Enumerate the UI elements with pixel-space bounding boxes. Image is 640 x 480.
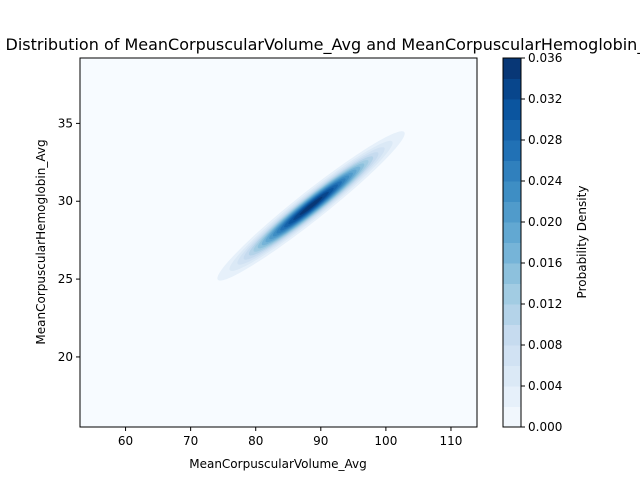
colorbar-frame xyxy=(502,57,522,428)
colorbar-band xyxy=(503,58,521,79)
colorbar-tick-label: 0.020 xyxy=(528,215,562,229)
colorbar-band xyxy=(503,78,521,100)
plot-area xyxy=(80,58,477,427)
x-axis: 60 70 80 90 100 110 xyxy=(118,427,463,448)
chart-title: Joint Distribution of MeanCorpuscularVol… xyxy=(0,35,640,55)
colorbar-tick-label: 0.000 xyxy=(528,420,562,434)
y-tick-label: 20 xyxy=(58,350,73,364)
colorbar-band xyxy=(503,324,521,346)
colorbar-band xyxy=(503,304,521,325)
colorbar-band xyxy=(503,99,521,120)
colorbar-tick-label: 0.012 xyxy=(528,297,562,311)
colorbar-band xyxy=(503,242,521,264)
y-tick-label: 25 xyxy=(58,272,73,286)
colorbar-band xyxy=(503,386,521,407)
colorbar-band xyxy=(503,222,521,243)
colorbar-band xyxy=(503,119,521,141)
x-axis-label: MeanCorpuscularVolume_Avg xyxy=(189,457,367,471)
density-contours xyxy=(217,131,405,281)
x-tick-label: 90 xyxy=(313,434,328,448)
colorbar-band xyxy=(503,345,521,366)
y-axis-label: MeanCorpuscularHemoglobin_Avg xyxy=(34,139,48,344)
colorbar-band xyxy=(503,406,521,428)
colorbar-tick-label: 0.028 xyxy=(528,133,562,147)
colorbar-tick-label: 0.004 xyxy=(528,379,562,393)
contour-band xyxy=(299,196,323,216)
colorbar-band xyxy=(503,263,521,284)
y-axis: 20 25 30 35 xyxy=(58,116,80,364)
colorbar-tick-label: 0.008 xyxy=(528,338,562,352)
plot-frame xyxy=(79,57,478,428)
colorbar-band xyxy=(503,140,521,161)
y-tick-label: 30 xyxy=(58,194,73,208)
colorbar-band xyxy=(503,181,521,202)
colorbar xyxy=(502,57,522,428)
colorbar-ticks: 0.000 0.004 0.008 0.012 0.016 0.020 0.024 0.028… xyxy=(521,51,562,434)
colorbar-tick-label: 0.024 xyxy=(528,174,562,188)
colorbar-tick-label: 0.016 xyxy=(528,256,562,270)
colorbar-band xyxy=(503,160,521,182)
colorbar-label: Probability Density xyxy=(575,186,589,299)
colorbar-tick-label: 0.036 xyxy=(528,51,562,65)
x-tick-label: 80 xyxy=(248,434,263,448)
y-tick-label: 35 xyxy=(58,116,73,130)
x-tick-label: 60 xyxy=(118,434,133,448)
x-tick-label: 110 xyxy=(440,434,463,448)
x-tick-label: 100 xyxy=(374,434,397,448)
colorbar-tick-label: 0.032 xyxy=(528,92,562,106)
colorbar-band xyxy=(503,283,521,305)
x-tick-label: 70 xyxy=(183,434,198,448)
colorbar-band xyxy=(503,365,521,387)
colorbar-band xyxy=(503,201,521,223)
